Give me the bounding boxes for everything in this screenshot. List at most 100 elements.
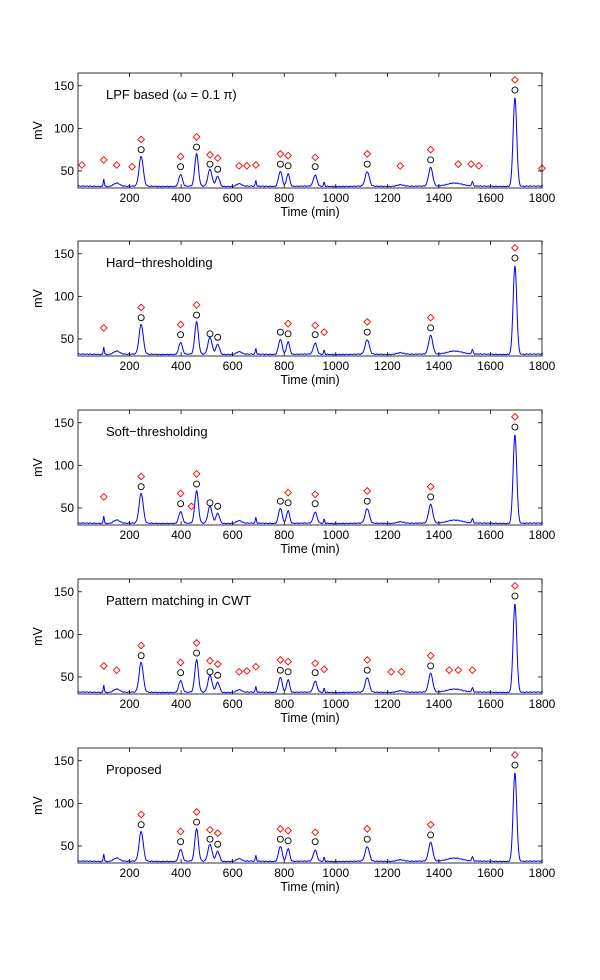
x-tick-label: 1800 (529, 866, 556, 880)
x-tick-label: 600 (223, 697, 243, 711)
y-tick-label: 150 (54, 79, 74, 93)
diamond-marker (206, 656, 214, 665)
axes-frame (77, 578, 543, 695)
diamond-marker (276, 824, 285, 833)
diamond-marker (137, 135, 146, 144)
x-tick-label: 200 (120, 528, 140, 542)
diamond-marker (311, 490, 320, 499)
x-tick-label: 800 (274, 191, 294, 205)
diamond-marker (454, 160, 463, 169)
circle-marker (284, 330, 292, 338)
x-axis-label: Time (min) (280, 373, 339, 387)
x-tick-label: 800 (274, 697, 294, 711)
circle-marker (427, 324, 435, 332)
circle-marker (137, 146, 145, 154)
x-tick-label: 1400 (426, 528, 453, 542)
x-tick-label: 1400 (426, 191, 453, 205)
diamond-marker (99, 155, 108, 164)
circle-marker (427, 662, 435, 670)
panel-title: Pattern matching in CWT (106, 593, 251, 608)
circle-marker (427, 156, 435, 164)
diamond-marker (137, 472, 146, 481)
x-axis-label: Time (min) (280, 205, 339, 219)
circle-marker (511, 254, 519, 262)
panel-title: LPF based (ω = 0.1 π) (106, 87, 237, 102)
x-tick-label: 1600 (477, 528, 504, 542)
x-tick-label: 800 (274, 359, 294, 373)
diamond-marker (363, 824, 372, 833)
diamond-marker (99, 492, 108, 501)
diamond-marker (235, 161, 244, 170)
circle-marker (214, 502, 222, 510)
diamond-marker (426, 820, 435, 829)
x-tick-label: 200 (120, 697, 140, 711)
circle-marker (177, 331, 185, 339)
y-tick-label: 100 (54, 289, 74, 303)
diamond-marker (137, 641, 146, 650)
diamond-marker (192, 807, 201, 816)
circle-marker (214, 165, 222, 173)
y-axis-label: mV (31, 457, 45, 476)
diamond-marker (112, 161, 121, 169)
panel-1: 200 400 600 800 1000 1200 1400 1600 1800 50 100 150… (31, 72, 556, 219)
x-tick-label: 1600 (477, 359, 504, 373)
diamond-marker (311, 321, 320, 330)
x-tick-label: 1200 (374, 191, 401, 205)
diamond-marker (284, 826, 293, 835)
x-tick-label: 400 (171, 866, 191, 880)
x-tick-label: 1800 (529, 697, 556, 711)
diamond-marker (192, 300, 201, 309)
x-tick-label: 1000 (322, 359, 349, 373)
diamond-marker (474, 161, 483, 170)
y-tick-label: 100 (54, 796, 74, 810)
y-tick-label: 150 (54, 754, 74, 768)
x-tick-label: 1000 (322, 697, 349, 711)
y-axis-label: mV (31, 795, 45, 814)
circle-marker (193, 649, 201, 657)
circle-marker (193, 818, 201, 826)
circle-marker (137, 652, 145, 660)
diamond-marker (363, 317, 372, 326)
circle-marker (193, 143, 201, 151)
circle-marker (193, 311, 201, 319)
diamond-marker (128, 162, 137, 171)
diamond-marker (284, 151, 293, 160)
circle-marker (363, 835, 371, 843)
x-tick-label: 200 (120, 359, 140, 373)
diamond-marker (176, 827, 185, 836)
diamond-marker (235, 667, 244, 676)
circle-marker (311, 669, 319, 677)
x-tick-label: 1000 (322, 191, 349, 205)
y-tick-label: 100 (54, 627, 74, 641)
panel-2: 200 400 600 800 1000 1200 1400 1600 1800 50 100 150… (31, 240, 556, 387)
diamond-marker (213, 660, 222, 669)
diamond-marker (454, 666, 463, 675)
circle-marker (363, 666, 371, 674)
diamond-marker (251, 161, 260, 169)
circle-marker (137, 314, 145, 322)
diamond-marker (176, 489, 185, 498)
x-tick-label: 800 (274, 866, 294, 880)
diamond-marker (363, 149, 372, 158)
circle-marker (276, 666, 284, 674)
diamond-marker (213, 154, 222, 163)
circle-marker (363, 328, 371, 336)
x-tick-label: 1400 (426, 697, 453, 711)
x-tick-label: 1200 (374, 359, 401, 373)
circle-marker (214, 840, 222, 848)
circle-marker (511, 86, 519, 94)
x-tick-label: 1200 (374, 697, 401, 711)
x-tick-label: 1400 (426, 359, 453, 373)
x-tick-label: 400 (171, 191, 191, 205)
circle-marker (137, 483, 145, 491)
diamond-marker (192, 469, 201, 478)
circle-marker (177, 838, 185, 846)
x-tick-label: 400 (171, 697, 191, 711)
y-tick-label: 50 (61, 839, 75, 853)
diamond-marker (397, 667, 406, 676)
diamond-marker (510, 243, 519, 252)
panel-title: Hard−thresholding (106, 255, 213, 270)
x-tick-label: 400 (171, 359, 191, 373)
panel-5: 200 400 600 800 1000 1200 1400 1600 1800 50 100 150… (31, 747, 556, 894)
